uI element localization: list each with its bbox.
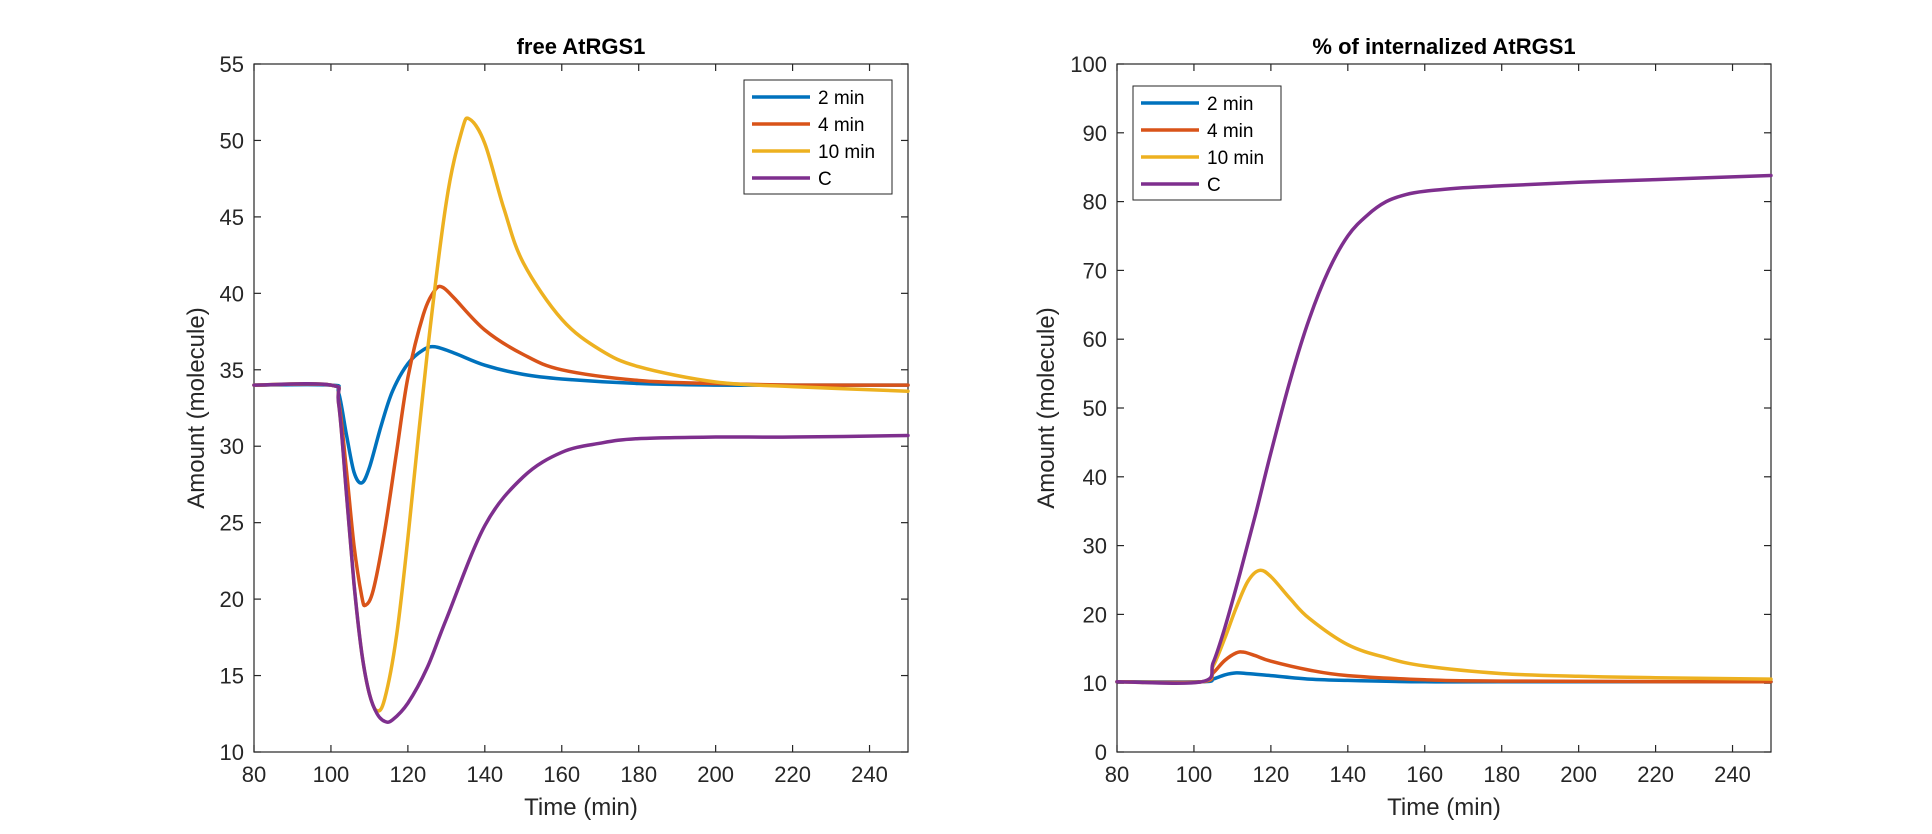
y-tick-label: 100 [1070,52,1107,77]
x-tick-label: 220 [774,762,811,787]
y-tick-label: 25 [220,511,244,536]
legend-label-4-min: 4 min [1207,121,1253,142]
y-tick-label: 70 [1083,258,1107,283]
chart-title: % of internalized AtRGS1 [1312,34,1575,59]
y-tick-label: 20 [220,587,244,612]
y-axis-label: Amount (molecule) [183,307,210,508]
x-tick-label: 240 [851,762,888,787]
legend: 2 min 4 min 10 min C [743,79,893,195]
legend-box [1132,85,1282,201]
x-axis-label: Time (min) [524,794,638,821]
x-tick-label: 200 [697,762,734,787]
x-tick-label: 80 [242,762,266,787]
y-tick-label: 20 [1083,602,1107,627]
y-tick-label: 80 [1083,190,1107,215]
y-axis-label: Amount (molecule) [1033,307,1060,508]
series-line-4-min [252,284,910,608]
x-tick-label: 140 [1329,762,1366,787]
chart-free-atrgs1: free AtRGS1 Time (min) Amount (molecule)… [183,34,910,821]
x-tick-label: 100 [1176,762,1213,787]
series-line-c [252,381,910,724]
x-tick-label: 160 [543,762,580,787]
y-tick-label: 60 [1083,327,1107,352]
x-axis-label: Time (min) [1387,794,1501,821]
x-tick-label: 240 [1714,762,1751,787]
y-tick-label: 45 [220,205,244,230]
y-tick-label: 30 [220,434,244,459]
series-lines [252,116,910,724]
x-tick-label: 120 [390,762,427,787]
y-tick-label: 50 [1083,396,1107,421]
y-tick-label: 40 [220,281,244,306]
axis-ticks: 80 100 120 140 160 180 200 220 240 0 10 20 30 40 50 60 7… [1070,52,1771,787]
x-tick-label: 120 [1253,762,1290,787]
chart-internalized-atrgs1: % of internalized AtRGS1 Time (min) Amou… [1033,34,1773,821]
y-tick-label: 10 [1083,671,1107,696]
x-tick-label: 220 [1637,762,1674,787]
series-line-c [1115,173,1773,685]
legend-box [743,79,893,195]
y-tick-label: 35 [220,358,244,383]
x-tick-label: 80 [1105,762,1129,787]
y-tick-label: 40 [1083,465,1107,490]
legend: 2 min 4 min 10 min C [1132,85,1282,201]
y-tick-label: 0 [1095,740,1107,765]
legend-label-c: C [1207,175,1221,196]
x-tick-label: 160 [1406,762,1443,787]
x-tick-label: 180 [620,762,657,787]
x-tick-label: 200 [1560,762,1597,787]
series-line-2-min [252,344,910,485]
y-tick-label: 15 [220,664,244,689]
x-tick-label: 140 [466,762,503,787]
series-line-10-min [1115,568,1773,685]
legend-label-2-min: 2 min [818,88,864,109]
axis-ticks: 80 100 120 140 160 180 200 220 240 10 15 20 25 30 35 40… [220,52,908,787]
x-tick-label: 180 [1483,762,1520,787]
legend-label-10-min: 10 min [818,142,875,163]
y-tick-label: 30 [1083,534,1107,559]
y-tick-label: 50 [220,128,244,153]
legend-label-2-min: 2 min [1207,94,1253,115]
y-tick-label: 10 [220,740,244,765]
series-lines [1115,173,1773,685]
chart-title: free AtRGS1 [517,34,646,59]
y-tick-label: 90 [1083,121,1107,146]
legend-label-4-min: 4 min [818,115,864,136]
x-tick-label: 100 [313,762,350,787]
legend-label-10-min: 10 min [1207,148,1264,169]
y-tick-label: 55 [220,52,244,77]
legend-label-c: C [818,169,832,190]
